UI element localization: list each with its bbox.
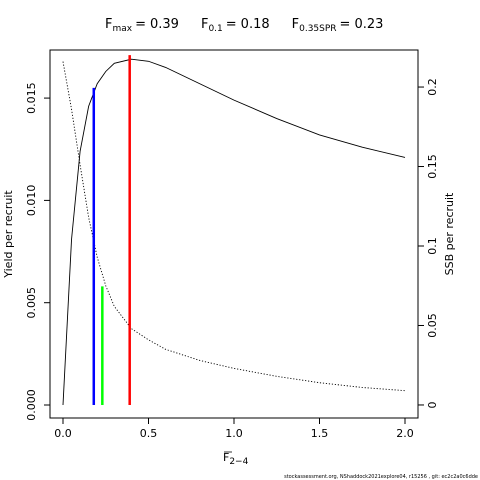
plot-box [49,49,419,419]
x-axis-label: F2−4 [223,451,249,467]
y2-tick-label: 0.2 [426,78,439,96]
y2-tick-label: 0.05 [426,313,439,338]
title-sub: 0.35SPR [299,24,336,34]
y2-tick-label: 0.15 [426,154,439,179]
y-axis-label: Yield per recruit [2,190,15,279]
y2-tick-label: 0.1 [426,237,439,255]
y-tick-label: 0.015 [25,82,38,114]
x-label-sub: 2−4 [229,457,248,467]
x-tick-label: 1.0 [225,427,243,440]
y2-tick-label: 0 [426,401,439,408]
title-label: F [105,17,112,32]
title-value: 0.18 [241,17,270,32]
x-tick-label: 2.0 [396,427,414,440]
title-sep: = [226,17,237,32]
y-tick-label: 0.000 [25,389,38,421]
title-label: F [292,17,299,32]
x-tick-label: 1.5 [311,427,329,440]
series-line [62,58,406,406]
title-sep: = [340,17,351,32]
title-value: 0.39 [150,17,179,32]
chart-title: Fmax = 0.39 F0.1 = 0.18 F0.35SPR = 0.23 [105,17,383,34]
x-tick-label: 0.0 [54,427,72,440]
title-sep: = [135,17,146,32]
title-sub: max [112,24,132,34]
y2-axis-label: SSB per recruit [443,192,456,275]
x-label-main: F [223,451,229,464]
footer: stockassessment.org, NShaddock2021explor… [284,474,478,480]
title-sub: 0.1 [208,24,222,34]
y-tick-label: 0.005 [25,287,38,319]
series-line [62,61,406,392]
x-tick-label: 0.5 [140,427,158,440]
y-tick-label: 0.010 [25,185,38,217]
title-label: F [201,17,208,32]
title-value: 0.23 [354,17,383,32]
